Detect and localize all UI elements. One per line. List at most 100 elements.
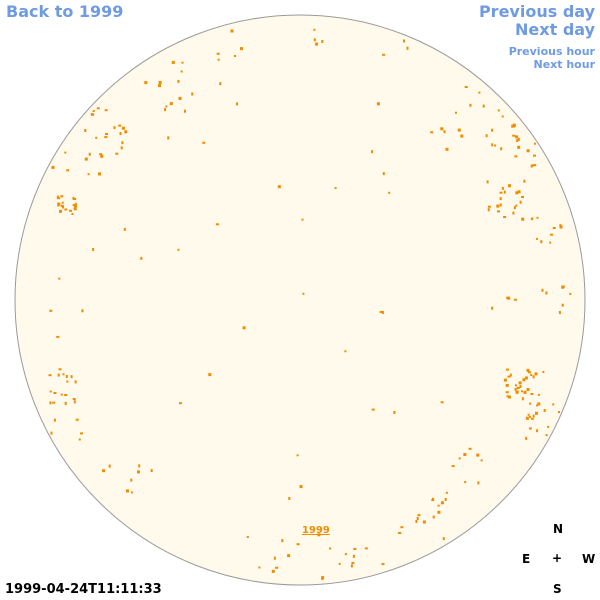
event-marker xyxy=(49,309,53,312)
event-marker xyxy=(321,40,324,43)
event-marker xyxy=(507,375,511,378)
event-marker xyxy=(84,157,88,161)
event-marker xyxy=(66,380,69,383)
event-marker xyxy=(315,42,319,46)
event-marker xyxy=(104,136,108,139)
event-marker xyxy=(60,195,64,198)
event-marker xyxy=(351,562,355,564)
event-marker xyxy=(558,411,560,414)
event-marker xyxy=(499,203,502,207)
event-marker xyxy=(66,169,70,172)
event-marker xyxy=(95,136,98,139)
event-marker xyxy=(417,514,421,517)
compass-south: S xyxy=(553,582,562,596)
event-marker xyxy=(506,395,509,398)
event-marker xyxy=(443,130,446,134)
event-marker xyxy=(517,145,521,149)
event-marker xyxy=(523,390,527,394)
event-marker xyxy=(158,84,161,88)
event-marker xyxy=(536,404,539,407)
event-marker xyxy=(536,216,539,219)
event-marker xyxy=(57,197,61,200)
event-marker xyxy=(62,205,64,209)
event-marker xyxy=(537,402,541,406)
event-marker xyxy=(236,102,238,106)
next-hour-link[interactable]: Next hour xyxy=(533,58,596,71)
event-marker xyxy=(376,102,380,106)
event-marker xyxy=(59,209,62,213)
event-marker xyxy=(482,104,485,108)
event-marker xyxy=(514,155,518,158)
event-marker xyxy=(171,60,175,64)
event-marker xyxy=(487,205,491,208)
event-marker xyxy=(522,378,526,382)
event-marker xyxy=(464,481,467,483)
event-marker xyxy=(61,201,64,204)
event-marker xyxy=(500,147,503,151)
event-marker xyxy=(442,537,445,541)
event-marker xyxy=(287,554,291,558)
event-marker xyxy=(403,39,405,43)
event-marker xyxy=(451,465,455,468)
event-marker xyxy=(382,172,385,176)
event-marker xyxy=(432,515,435,519)
event-marker xyxy=(559,225,563,229)
event-marker xyxy=(296,454,299,457)
event-marker xyxy=(524,376,528,380)
timestamp-label: 1999-04-24T11:11:33 xyxy=(5,582,162,597)
event-marker xyxy=(74,380,77,384)
event-marker xyxy=(119,132,122,135)
event-marker xyxy=(463,453,467,456)
event-marker xyxy=(516,139,519,143)
event-marker xyxy=(521,217,525,221)
event-marker xyxy=(299,485,303,489)
event-marker xyxy=(216,52,220,55)
event-marker xyxy=(537,393,540,396)
previous-day-link[interactable]: Previous day xyxy=(478,2,595,21)
event-marker xyxy=(506,368,509,371)
event-marker xyxy=(437,504,440,507)
event-marker xyxy=(271,569,275,573)
event-marker xyxy=(430,131,434,134)
event-marker xyxy=(552,403,555,406)
event-marker xyxy=(258,566,261,569)
event-marker xyxy=(73,400,76,404)
next-day-link[interactable]: Next day xyxy=(515,20,595,39)
event-marker xyxy=(74,204,77,208)
event-marker xyxy=(519,200,522,204)
event-marker xyxy=(513,298,517,301)
event-marker xyxy=(506,296,510,299)
event-marker xyxy=(464,86,468,88)
event-marker xyxy=(140,256,143,260)
event-marker xyxy=(169,102,173,106)
event-marker xyxy=(352,554,355,558)
event-marker xyxy=(230,29,234,33)
back-to-year-link[interactable]: Back to 1999 xyxy=(6,2,124,21)
compass-west: W xyxy=(582,552,596,566)
event-marker xyxy=(74,202,77,205)
event-marker xyxy=(440,127,444,131)
event-marker xyxy=(177,248,180,251)
event-marker xyxy=(416,517,419,520)
previous-hour-link[interactable]: Previous hour xyxy=(508,45,595,58)
event-marker xyxy=(353,548,357,550)
event-marker xyxy=(178,96,182,100)
event-marker xyxy=(329,547,332,550)
event-marker xyxy=(531,217,534,220)
year-link[interactable]: 1999 xyxy=(302,525,330,536)
event-marker xyxy=(296,543,300,546)
event-marker xyxy=(533,142,536,145)
event-marker xyxy=(388,191,391,194)
event-marker xyxy=(64,394,68,396)
event-marker xyxy=(87,173,90,176)
event-marker xyxy=(521,196,524,198)
event-marker xyxy=(49,390,52,393)
event-marker xyxy=(144,81,148,85)
event-marker xyxy=(440,401,444,404)
event-marker xyxy=(515,204,518,207)
event-marker xyxy=(455,111,457,114)
event-marker xyxy=(118,124,122,127)
event-marker xyxy=(60,393,63,396)
event-marker xyxy=(56,335,60,338)
